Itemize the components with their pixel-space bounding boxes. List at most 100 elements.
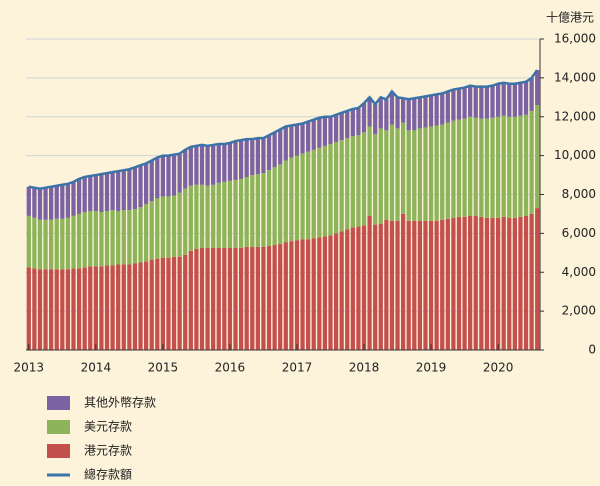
bar-segment <box>43 269 48 350</box>
bar-segment <box>76 213 82 269</box>
bar-segment <box>26 267 31 350</box>
bar-segment <box>199 184 205 248</box>
bar-segment <box>462 87 467 119</box>
bar-segment <box>266 170 272 247</box>
bar-segment <box>37 219 43 270</box>
bar-segment <box>26 215 31 268</box>
bar-segment <box>462 118 467 217</box>
bar-segment <box>283 160 288 243</box>
bar-segment <box>244 139 249 178</box>
bar-segment <box>490 217 495 350</box>
bar-segment <box>395 128 400 221</box>
bar-segment <box>417 128 423 221</box>
bar-segment <box>495 116 501 218</box>
bar-segment <box>233 141 238 180</box>
x-tick-label: 2013 <box>14 361 45 375</box>
bar-segment <box>507 83 512 117</box>
bar-segment <box>149 201 154 260</box>
bar-segment <box>278 244 283 350</box>
bar-segment <box>76 178 82 214</box>
y-tick-label: 4,000 <box>562 265 596 279</box>
bar-segment <box>194 145 199 185</box>
bar-segment <box>116 211 121 265</box>
bar-segment <box>389 91 395 125</box>
bar-segment <box>473 86 478 118</box>
bar-segment <box>149 160 154 202</box>
bar-segment <box>160 196 166 258</box>
bar-segment <box>60 218 65 270</box>
bar-segment <box>507 217 512 350</box>
bar-segment <box>328 235 333 350</box>
y-tick-label: 8,000 <box>562 187 596 201</box>
bar-segment <box>49 219 54 270</box>
bar-segment <box>322 236 328 350</box>
bar-segment <box>127 169 132 211</box>
bar-segment <box>255 174 260 247</box>
bar-segment <box>322 145 328 237</box>
bar-segment <box>339 231 344 350</box>
bar-segment <box>400 122 406 214</box>
bar-segment <box>311 119 316 150</box>
bar-segment <box>339 140 344 232</box>
bar-segment <box>266 135 272 171</box>
bar-segment <box>451 89 456 121</box>
bar-segment <box>300 239 305 350</box>
bar-segment <box>384 219 389 350</box>
bar-segment <box>54 269 59 350</box>
bar-segment <box>294 155 300 241</box>
bar-segment <box>378 223 383 350</box>
bar-segment <box>473 215 478 350</box>
bar-segment <box>423 96 428 128</box>
bar-segment <box>518 82 523 116</box>
bar-segment <box>82 177 87 212</box>
bar-segment <box>339 112 344 141</box>
bar-segment <box>110 172 115 211</box>
bar-segment <box>434 94 439 126</box>
bar-segment <box>244 246 249 350</box>
bar-segment <box>255 246 260 350</box>
bar-segment <box>400 213 406 350</box>
bar-segment <box>428 95 434 127</box>
bar-segment <box>138 165 143 208</box>
bar-segment <box>406 130 411 221</box>
bar-segment <box>306 121 311 152</box>
bar-segment <box>104 173 110 212</box>
bar-segment <box>238 247 244 350</box>
bar-segment <box>440 219 445 350</box>
bar-segment <box>49 269 54 350</box>
y-tick-label: 2,000 <box>562 304 596 318</box>
bar-segment <box>523 81 529 115</box>
bar-segment <box>518 216 523 350</box>
bar-segment <box>317 237 322 350</box>
bar-segment <box>468 85 473 117</box>
bar-segment <box>490 117 495 218</box>
bar-segment <box>233 179 238 248</box>
bar-segment <box>434 125 439 221</box>
bar-segment <box>389 220 395 350</box>
bar-segment <box>250 246 255 350</box>
bar-segment <box>300 153 305 240</box>
bar-segment <box>529 110 534 214</box>
bar-segment <box>300 123 305 154</box>
legend-label: 其他外幣存款 <box>84 396 156 410</box>
bar-segment <box>155 198 160 259</box>
bar-segment <box>82 211 87 268</box>
bar-segment <box>501 115 506 217</box>
bar-segment <box>143 261 149 350</box>
bar-segment <box>395 97 400 129</box>
bar-segment <box>384 130 389 220</box>
bar-segment <box>160 155 166 197</box>
bar-segment <box>535 105 540 209</box>
bar-segment <box>378 128 383 224</box>
bar-segment <box>194 184 199 249</box>
bar-segment <box>373 104 378 135</box>
y-tick-label: 12,000 <box>554 109 596 123</box>
bar-segment <box>238 140 244 179</box>
bar-segment <box>456 119 462 217</box>
bar-segment <box>311 149 316 239</box>
bar-segment <box>116 171 121 212</box>
bar-segment <box>71 181 76 216</box>
bar-segment <box>261 173 266 247</box>
bar-segment <box>322 116 328 146</box>
bar-segment <box>183 149 188 189</box>
